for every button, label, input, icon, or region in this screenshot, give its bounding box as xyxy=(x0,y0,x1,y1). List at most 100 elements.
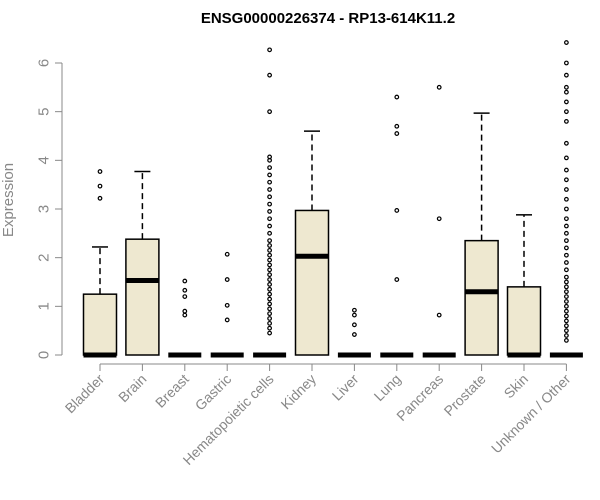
outlier-point xyxy=(564,177,569,183)
y-tick-label: 0 xyxy=(35,351,52,359)
outlier-point xyxy=(182,287,188,293)
outlier-point xyxy=(436,216,442,222)
outlier-point xyxy=(564,274,569,280)
outlier-point xyxy=(267,262,273,268)
outlier-point xyxy=(564,338,569,343)
outlier-point xyxy=(224,302,230,308)
outlier-point xyxy=(267,223,273,229)
outlier-point xyxy=(394,277,400,282)
outlier-point xyxy=(394,94,400,100)
y-tick-label: 5 xyxy=(35,107,52,115)
outlier-point xyxy=(352,322,357,328)
box-group xyxy=(168,278,202,358)
outlier-point xyxy=(267,154,273,160)
outlier-point xyxy=(564,109,569,115)
outlier-point xyxy=(267,194,273,200)
y-axis: 0 1 2 3 4 5 6 xyxy=(35,59,63,359)
outlier-point xyxy=(267,230,273,236)
x-tick-label: Bladder xyxy=(62,371,108,417)
outlier-point xyxy=(564,223,569,229)
outlier-point xyxy=(564,260,569,265)
outlier-point xyxy=(267,316,273,321)
outlier-point xyxy=(224,317,230,323)
outlier-point xyxy=(564,323,569,329)
outlier-point xyxy=(267,47,273,53)
outlier-point xyxy=(564,245,569,251)
outlier-point xyxy=(564,294,569,300)
outlier-point xyxy=(267,296,273,302)
outlier-point xyxy=(564,333,569,338)
outlier-point xyxy=(224,277,230,282)
outlier-point xyxy=(97,169,103,174)
x-tick-label: Unknown / Other xyxy=(488,371,574,457)
outlier-point xyxy=(394,123,400,129)
outlier-point xyxy=(267,187,273,192)
y-tick-label: 6 xyxy=(35,59,52,67)
outlier-point xyxy=(267,257,273,263)
x-tick-label: Brain xyxy=(115,371,149,405)
outlier-point xyxy=(267,179,273,185)
y-tick-label: 2 xyxy=(35,253,52,261)
outlier-point xyxy=(182,278,188,284)
outlier-point xyxy=(267,72,273,78)
outlier-point xyxy=(564,72,569,78)
outlier-point xyxy=(267,238,273,244)
outlier-point xyxy=(267,311,273,317)
outlier-point xyxy=(564,89,569,95)
outlier-point xyxy=(267,306,273,312)
box-group xyxy=(337,307,371,358)
outlier-point xyxy=(564,155,569,161)
outlier-point xyxy=(564,299,569,304)
x-tick-label: Skin xyxy=(501,371,532,402)
outlier-point xyxy=(564,167,569,173)
outlier-point xyxy=(352,312,357,318)
box-group xyxy=(380,94,414,358)
outlier-point xyxy=(564,308,569,314)
outlier-point xyxy=(267,291,273,297)
outlier-point xyxy=(564,279,569,285)
outlier-point xyxy=(267,301,273,307)
outlier-point xyxy=(267,286,273,292)
box-body xyxy=(125,238,160,356)
outlier-point xyxy=(564,118,569,124)
outlier-point xyxy=(564,140,569,146)
box-body xyxy=(82,293,118,356)
x-tick-label: Breast xyxy=(152,371,192,411)
outlier-point xyxy=(564,252,569,258)
x-tick-label: Lung xyxy=(371,371,404,404)
outlier-point xyxy=(267,201,273,207)
box-group xyxy=(549,40,583,358)
box-group xyxy=(125,170,160,356)
box-body xyxy=(464,239,499,356)
outlier-point xyxy=(564,84,569,90)
outlier-point xyxy=(564,328,569,334)
outlier-point xyxy=(564,40,569,45)
outlier-point xyxy=(267,330,273,336)
outlier-point xyxy=(564,196,569,202)
outlier-point xyxy=(267,216,273,222)
outlier-point xyxy=(564,230,569,236)
outlier-point xyxy=(564,187,569,192)
chart-title: ENSG00000226374 - RP13-614K11.2 xyxy=(201,10,455,27)
outlier-point xyxy=(564,289,569,295)
y-tick-label: 3 xyxy=(35,205,52,213)
box-group xyxy=(464,112,499,356)
outlier-point xyxy=(564,99,569,105)
outlier-point xyxy=(436,84,442,90)
outlier-point xyxy=(182,312,188,318)
box-group xyxy=(422,84,456,358)
outlier-point xyxy=(267,109,273,115)
outlier-point xyxy=(267,320,273,326)
x-tick-label: Kidney xyxy=(278,371,320,413)
outlier-point xyxy=(267,267,273,273)
outlier-point xyxy=(564,238,569,244)
outlier-point xyxy=(97,183,103,189)
outlier-point xyxy=(267,252,273,258)
box-series xyxy=(82,40,583,358)
outlier-point xyxy=(182,308,188,314)
x-tick-label: Pancreas xyxy=(393,371,446,424)
outlier-point xyxy=(267,272,273,278)
outlier-point xyxy=(564,313,569,319)
box-group xyxy=(506,214,542,358)
